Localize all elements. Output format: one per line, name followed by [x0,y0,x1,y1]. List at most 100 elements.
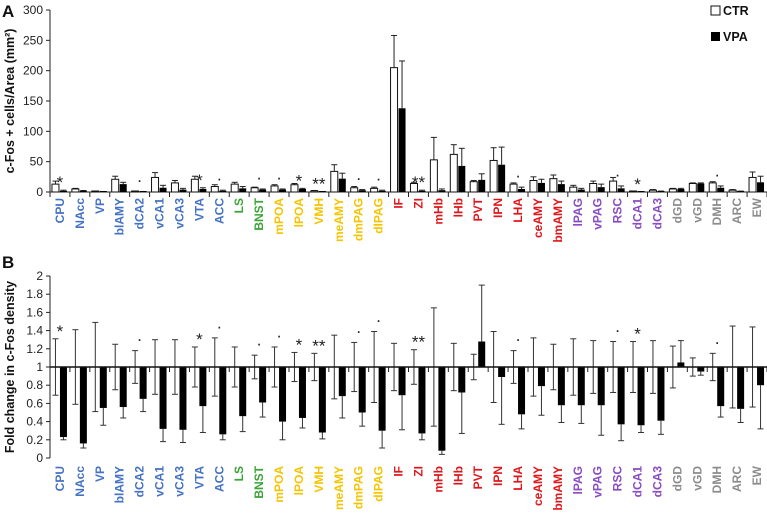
bar-vpa-ZI [418,190,426,192]
significance-marker-b: · [137,330,143,349]
bar-fold-change-NAcc [79,367,87,444]
bar-ctr-CPU [51,183,60,193]
x-tick-label-a: LHA [511,198,525,223]
bar-vpa-bmAMY [557,184,565,192]
bar-fold-change-lPAG [577,367,585,406]
x-tick-label-a: vCA1 [153,198,167,229]
x-tick-label-a: ACC [212,198,226,224]
significance-marker-b: · [376,311,382,330]
x-tick-label-a: mHb [431,198,445,225]
x-tick-label-a: IPN [491,198,505,218]
y-tick-label-a: 200 [23,64,43,78]
bar-fold-change-bmAMY [557,367,565,406]
x-tick-label-b: lPOA [292,466,306,496]
x-tick-label-b: BNST [252,465,266,498]
bar-ctr-ZI [409,183,418,193]
bar-ctr-mPOA [270,185,279,193]
bar-fold-change-LS [239,367,247,417]
bar-ctr-blAMY [111,178,120,193]
bar-ctr-PVT [469,181,478,193]
x-tick-label-b: lHb [451,466,465,485]
x-tick-label-a: IF [392,198,406,209]
bar-vpa-mHb [438,190,446,192]
bar-vpa-LHA [518,188,526,192]
x-tick-label-b: meAMY [332,466,346,510]
bar-ctr-VP [91,190,100,193]
significance-marker-a: * [296,171,303,190]
bar-fold-change-ceAMY [537,367,545,387]
legend-swatch-vpa [711,32,720,41]
significance-marker-a: · [615,165,621,184]
bar-ctr-VMH [310,190,319,193]
bar-ctr-ceAMY [529,179,538,193]
bar-vpa-vCA3 [179,189,187,192]
bar-vpa-ARC [737,191,745,192]
bar-fold-change-lHb [458,367,466,393]
bar-vpa-VP [99,191,107,192]
bar-fold-change-dmPAG [358,367,366,413]
x-tick-label-a: blAMY [113,198,127,235]
x-tick-label-b: blAMY [113,466,127,503]
significance-marker-a: · [714,165,720,184]
bar-ctr-ARC [728,189,737,193]
bar-fold-change-mPOA [279,367,287,422]
bar-vpa-lPAG [577,189,585,192]
x-tick-label-b: dmPAG [352,466,366,509]
bar-fold-change-dCA2 [139,367,147,399]
x-tick-label-a: PVT [471,197,485,221]
x-tick-label-a: dCA1 [631,198,645,230]
x-tick-label-a: ZI [411,198,425,209]
x-tick-label-a: meAMY [332,198,346,242]
x-tick-label-b: ARC [730,466,744,492]
significance-marker-b: · [615,321,621,340]
bar-fold-change-LHA [518,367,526,415]
bar-vpa-blAMY [119,184,127,192]
bar-fold-change-ACC [219,367,227,435]
y-axis-title-a: c-Fos + cells/Area (mm²) [3,29,17,174]
bar-fold-change-RSC [617,367,625,425]
bar-ctr-IPN [489,159,498,193]
bar-vpa-lPOA [298,188,306,192]
bar-ctr-RSC [609,180,618,193]
bar-fold-change-lPOA [298,367,306,418]
x-tick-label-a: ceAMY [531,198,545,238]
bar-fold-change-vGD [697,367,705,372]
x-tick-label-a: VP [93,198,107,214]
x-tick-label-a: lPOA [292,198,306,228]
y-tick-label-b: 0.2 [26,433,43,447]
x-tick-label-a: ARC [730,198,744,224]
significance-marker-b: * [296,335,303,354]
y-tick-label-b: 1.6 [26,305,43,319]
x-tick-label-b: lPAG [571,466,585,494]
x-tick-label-b: dlPAG [372,466,386,502]
bar-fold-change-ARC [737,367,745,409]
x-tick-label-a: dlPAG [372,198,386,234]
bar-ctr-EW [748,176,757,193]
bar-vpa-dCA3 [657,191,665,192]
y-tick-label-a: 50 [30,155,44,169]
significance-marker-b: ** [312,336,326,355]
y-tick-label-a: 100 [23,124,43,138]
bar-fold-change-dCA1 [637,367,645,426]
x-tick-label-b: ZI [411,466,425,477]
bar-vpa-dCA2 [139,191,147,192]
bar-fold-change-mHb [438,367,446,451]
significance-marker-a: · [137,171,143,190]
bar-ctr-VTA [190,178,199,193]
significance-marker-b: · [276,326,282,345]
bar-vpa-LS [239,188,247,192]
bar-fold-change-ZI [418,367,426,434]
legend-label-ctr: CTR [723,4,749,18]
panel-label-a: A [2,2,14,21]
significance-marker-a: · [216,169,222,188]
bar-vpa-ACC [219,190,227,192]
bar-ctr-dGD [668,188,677,193]
bar-ctr-dCA1 [629,190,638,193]
x-tick-label-a: dCA3 [650,198,664,230]
significance-marker-b: ** [412,333,426,352]
legend-label-vpa: VPA [723,30,748,44]
significance-marker-a: ** [312,175,326,194]
x-tick-label-a: vGD [690,198,704,223]
bar-fold-change-dCA3 [657,367,665,421]
bar-vpa-PVT [478,179,486,192]
